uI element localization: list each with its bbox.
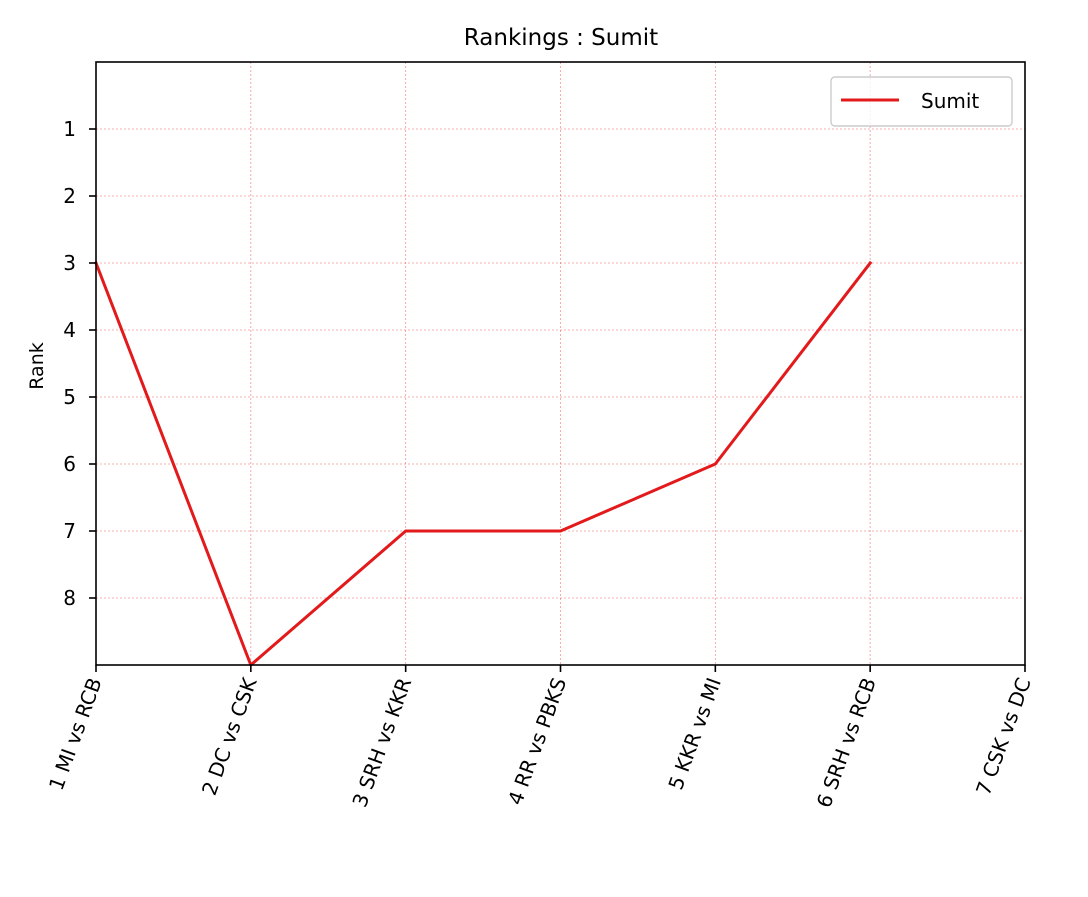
y-axis-label: Rank bbox=[26, 342, 48, 389]
data-point bbox=[404, 529, 407, 533]
y-tick-label: 2 bbox=[63, 184, 76, 208]
data-point bbox=[559, 529, 562, 533]
y-tick-label: 8 bbox=[63, 586, 76, 610]
y-tick-label: 4 bbox=[63, 318, 76, 342]
y-axis: 1 2 3 4 5 6 7 8 bbox=[63, 117, 96, 610]
data-point bbox=[714, 462, 717, 466]
y-tick-label: 6 bbox=[63, 452, 76, 476]
legend: Sumit bbox=[830, 76, 1013, 127]
legend-label-sumit: Sumit bbox=[921, 89, 979, 113]
y-tick-label: 3 bbox=[63, 251, 76, 275]
y-tick-label: 1 bbox=[63, 117, 76, 141]
y-tick-label: 7 bbox=[63, 519, 76, 543]
y-tick-label: 5 bbox=[63, 385, 76, 409]
chart-title: Rankings : Sumit bbox=[464, 25, 658, 51]
series-line-sumit bbox=[94, 260, 873, 667]
data-point bbox=[868, 261, 872, 265]
legend-box bbox=[830, 76, 1013, 127]
